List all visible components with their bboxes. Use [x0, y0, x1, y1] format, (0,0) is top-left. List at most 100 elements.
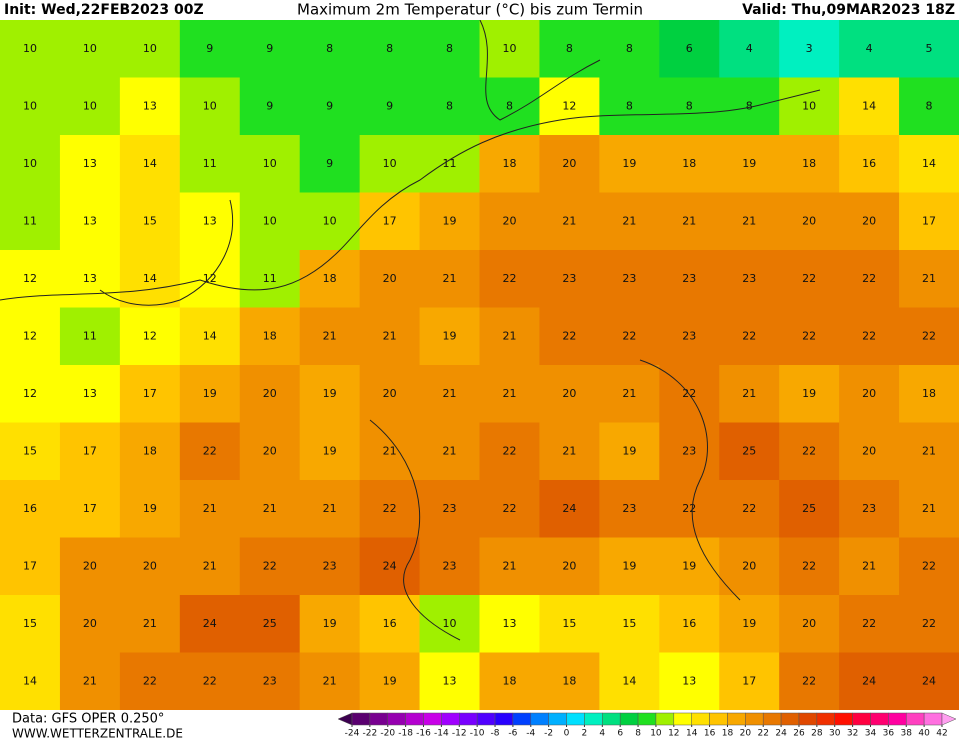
temperature-cell: [659, 135, 720, 194]
temperature-label: 18: [802, 157, 816, 170]
temperature-label: 22: [922, 559, 936, 572]
temperature-cell: [899, 250, 959, 309]
temperature-label: 12: [23, 329, 37, 342]
temperature-label: 10: [203, 99, 217, 112]
temperature-label: 13: [203, 214, 217, 227]
temperature-cell: [59, 20, 121, 79]
temperature-cell: [719, 595, 780, 654]
temperature-label: 21: [502, 559, 516, 572]
temperature-label: 8: [386, 42, 393, 55]
colorbar-swatch: [780, 712, 800, 726]
temperature-cell: [479, 365, 541, 424]
colorbar-label: -24: [345, 729, 360, 739]
temperature-cell: [419, 307, 481, 366]
temperature-label: 8: [686, 99, 693, 112]
colorbar-label: 10: [650, 729, 662, 739]
temperature-label: 23: [443, 502, 457, 515]
temperature-label: 18: [502, 157, 516, 170]
temperature-label: 17: [23, 559, 37, 572]
temperature-cell: [239, 135, 301, 194]
temperature-label: 10: [323, 214, 337, 227]
temperature-cell: [0, 135, 61, 194]
temperature-cell: [119, 77, 181, 136]
temperature-label: 21: [562, 444, 576, 457]
temperature-cell: [359, 20, 421, 79]
colorbar-swatch: [762, 712, 782, 726]
temperature-label: 24: [383, 559, 397, 572]
temperature-label: 22: [383, 502, 397, 515]
colorbar-label: 18: [722, 729, 734, 739]
temperature-label: 21: [502, 387, 516, 400]
temperature-cell: [839, 135, 900, 194]
temperature-label: 21: [922, 502, 936, 515]
temperature-label: 22: [802, 272, 816, 285]
colorbar-label: -12: [452, 729, 467, 739]
temperature-cell: [239, 20, 301, 79]
temperature-cell: [839, 365, 900, 424]
temperature-cell: [179, 135, 241, 194]
temperature-label: 14: [922, 157, 936, 170]
temperature-label: 9: [266, 99, 273, 112]
temperature-cell: [599, 537, 660, 596]
temperature-label: 22: [802, 329, 816, 342]
temperature-cell: [599, 422, 660, 481]
temperature-cell: [119, 537, 181, 596]
colorbar-label: 14: [686, 729, 698, 739]
temperature-label: 21: [203, 502, 217, 515]
temperature-cell: [59, 480, 121, 539]
temperature-cell: [59, 422, 121, 481]
temperature-cell: [119, 652, 181, 711]
temperature-label: 19: [682, 559, 696, 572]
temperature-label: 4: [746, 42, 753, 55]
temperature-label: 20: [862, 444, 876, 457]
temperature-label: 13: [83, 387, 97, 400]
temperature-cell: [239, 307, 301, 366]
temperature-label: 22: [502, 502, 516, 515]
temperature-cell: [419, 595, 481, 654]
temperature-cell: [479, 652, 541, 711]
temperature-label: 11: [23, 214, 37, 227]
temperature-cell: [479, 307, 541, 366]
temperature-label: 9: [206, 42, 213, 55]
temperature-cell: [899, 307, 959, 366]
temperature-cell: [59, 307, 121, 366]
temperature-label: 15: [622, 617, 636, 630]
temperature-cell: [779, 480, 840, 539]
temperature-label: 13: [502, 617, 516, 630]
temperature-label: 21: [562, 214, 576, 227]
temperature-label: 21: [622, 214, 636, 227]
temperature-cell: [59, 365, 121, 424]
temperature-cell: [599, 20, 660, 79]
temperature-cell: [539, 135, 600, 194]
temperature-label: 22: [502, 444, 516, 457]
temperature-cell: [299, 77, 361, 136]
temperature-cell: [719, 652, 780, 711]
temperature-cell: [299, 595, 361, 654]
temperature-label: 23: [742, 272, 756, 285]
temperature-label: 23: [622, 272, 636, 285]
temperature-label: 11: [83, 329, 97, 342]
colorbar-label: -20: [380, 729, 395, 739]
valid-time: Valid: Thu,09MAR2023 18Z: [742, 2, 955, 18]
temperature-cell: [659, 422, 720, 481]
temperature-label: 21: [742, 387, 756, 400]
temperature-label: 8: [626, 42, 633, 55]
temperature-label: 21: [323, 674, 337, 687]
temperature-cell: [599, 365, 660, 424]
temperature-cell: [119, 192, 181, 251]
temperature-cell: [0, 652, 61, 711]
colorbar-swatch: [691, 712, 710, 726]
colorbar-swatch: [834, 712, 853, 726]
temperature-label: 15: [562, 617, 576, 630]
temperature-label: 13: [83, 157, 97, 170]
temperature-cell: [179, 537, 241, 596]
temperature-cell: [179, 20, 241, 79]
temperature-label: 22: [143, 674, 157, 687]
temperature-label: 10: [263, 157, 277, 170]
colorbar-label: 22: [757, 729, 768, 739]
temperature-cell: [539, 595, 600, 654]
temperature-cell: [179, 250, 241, 309]
temperature-cell: [719, 20, 780, 79]
temperature-label: 14: [143, 157, 157, 170]
